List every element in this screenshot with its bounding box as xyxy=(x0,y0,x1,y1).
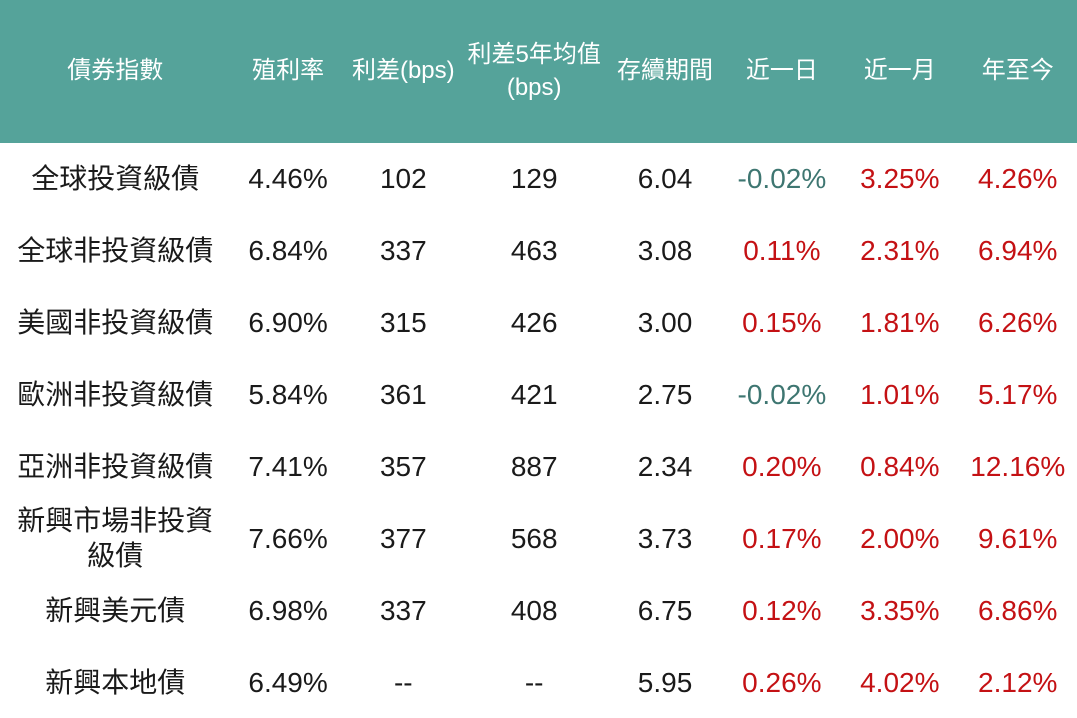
cell-spread-5y-avg: 426 xyxy=(510,307,558,339)
cell-index-name: 全球非投資級債 xyxy=(17,235,214,267)
cell-change-1m: 4.02% xyxy=(860,666,940,698)
cell-spread: 377 xyxy=(379,522,427,554)
cell-change-1d: -0.02% xyxy=(737,379,827,411)
cell-spread-5y-avg: 421 xyxy=(510,379,558,411)
cell-yield: 6.90% xyxy=(248,307,328,339)
cell-spread: -- xyxy=(393,666,413,698)
cell-spread: 357 xyxy=(379,450,427,482)
col-header-bond-index: 債券指數 xyxy=(0,0,231,143)
cell-yield: 6.84% xyxy=(248,235,328,267)
cell-spread-5y-avg: 408 xyxy=(510,594,558,626)
col-header-change-1d: 近一日 xyxy=(722,0,842,143)
cell-index-name: 新興本地債 xyxy=(45,666,186,698)
cell-index-name: 全球投資級債 xyxy=(31,163,200,195)
cell-spread: 315 xyxy=(379,307,427,339)
cell-ytd: 5.17% xyxy=(978,379,1058,411)
header-row: 債券指數 殖利率 利差(bps) 利差5年均值 (bps) 存續期間 近一日 近… xyxy=(0,0,1077,143)
cell-yield: 6.98% xyxy=(248,594,328,626)
cell-change-1d: 0.20% xyxy=(742,450,822,482)
table-row: 全球非投資級債 6.84% 337 463 3.08 0.11% 2.31% 6… xyxy=(0,215,1077,287)
cell-yield: 4.46% xyxy=(248,163,328,195)
cell-index-name: 新興市場非投資 級債 xyxy=(17,505,214,572)
cell-change-1d: 0.15% xyxy=(742,307,822,339)
cell-spread-5y-avg: 568 xyxy=(510,522,558,554)
cell-change-1m: 3.35% xyxy=(860,594,940,626)
cell-spread-5y-avg: 887 xyxy=(510,450,558,482)
cell-duration: 5.95 xyxy=(637,666,693,698)
cell-yield: 7.66% xyxy=(248,522,328,554)
cell-change-1m: 1.81% xyxy=(860,307,940,339)
cell-spread: 102 xyxy=(379,163,427,195)
col-header-duration: 存續期間 xyxy=(607,0,723,143)
cell-change-1m: 1.01% xyxy=(860,379,940,411)
cell-duration: 3.73 xyxy=(637,522,693,554)
cell-change-1d: 0.17% xyxy=(742,522,822,554)
cell-duration: 2.34 xyxy=(637,450,693,482)
cell-change-1m: 2.31% xyxy=(860,235,940,267)
cell-yield: 6.49% xyxy=(248,666,328,698)
cell-ytd: 6.86% xyxy=(978,594,1058,626)
cell-ytd: 4.26% xyxy=(978,163,1058,195)
col-header-ytd: 年至今 xyxy=(958,0,1077,143)
cell-ytd: 12.16% xyxy=(970,450,1066,482)
cell-duration: 3.08 xyxy=(637,235,693,267)
cell-spread-5y-avg: -- xyxy=(524,666,544,698)
cell-ytd: 6.94% xyxy=(978,235,1058,267)
cell-spread: 337 xyxy=(379,594,427,626)
cell-yield: 5.84% xyxy=(248,379,328,411)
table-row: 新興市場非投資 級債 7.66% 377 568 3.73 0.17% 2.00… xyxy=(0,502,1077,574)
table-row: 歐洲非投資級債 5.84% 361 421 2.75 -0.02% 1.01% … xyxy=(0,359,1077,431)
cell-change-1d: 0.12% xyxy=(742,594,822,626)
cell-index-name: 歐洲非投資級債 xyxy=(17,379,214,411)
cell-change-1m: 2.00% xyxy=(860,522,940,554)
cell-ytd: 2.12% xyxy=(978,666,1058,698)
cell-spread: 361 xyxy=(379,379,427,411)
col-header-spread-bps: 利差(bps) xyxy=(345,0,461,143)
cell-change-1d: -0.02% xyxy=(737,163,827,195)
cell-change-1d: 0.26% xyxy=(742,666,822,698)
col-header-change-1m: 近一月 xyxy=(841,0,959,143)
cell-ytd: 9.61% xyxy=(978,522,1058,554)
cell-spread-5y-avg: 463 xyxy=(510,235,558,267)
cell-duration: 3.00 xyxy=(637,307,693,339)
table-row: 新興美元債 6.98% 337 408 6.75 0.12% 3.35% 6.8… xyxy=(0,574,1077,646)
table-row: 新興本地債 6.49% -- -- 5.95 0.26% 4.02% 2.12% xyxy=(0,646,1077,718)
cell-spread-5y-avg: 129 xyxy=(510,163,558,195)
cell-duration: 6.04 xyxy=(637,163,693,195)
cell-index-name: 亞洲非投資級債 xyxy=(17,450,214,482)
table-row: 全球投資級債 4.46% 102 129 6.04 -0.02% 3.25% 4… xyxy=(0,143,1077,215)
cell-yield: 7.41% xyxy=(248,450,328,482)
cell-change-1m: 3.25% xyxy=(860,163,940,195)
col-header-spread-5y-avg: 利差5年均值 (bps) xyxy=(460,0,608,143)
cell-duration: 2.75 xyxy=(637,379,693,411)
cell-duration: 6.75 xyxy=(637,594,693,626)
cell-index-name: 新興美元債 xyxy=(45,594,186,626)
table-row: 美國非投資級債 6.90% 315 426 3.00 0.15% 1.81% 6… xyxy=(0,287,1077,359)
cell-ytd: 6.26% xyxy=(978,307,1058,339)
cell-index-name: 美國非投資級債 xyxy=(17,307,214,339)
col-header-yield: 殖利率 xyxy=(230,0,346,143)
cell-spread: 337 xyxy=(379,235,427,267)
table-row: 亞洲非投資級債 7.41% 357 887 2.34 0.20% 0.84% 1… xyxy=(0,431,1077,503)
cell-change-1d: 0.11% xyxy=(743,235,821,267)
cell-change-1m: 0.84% xyxy=(860,450,940,482)
